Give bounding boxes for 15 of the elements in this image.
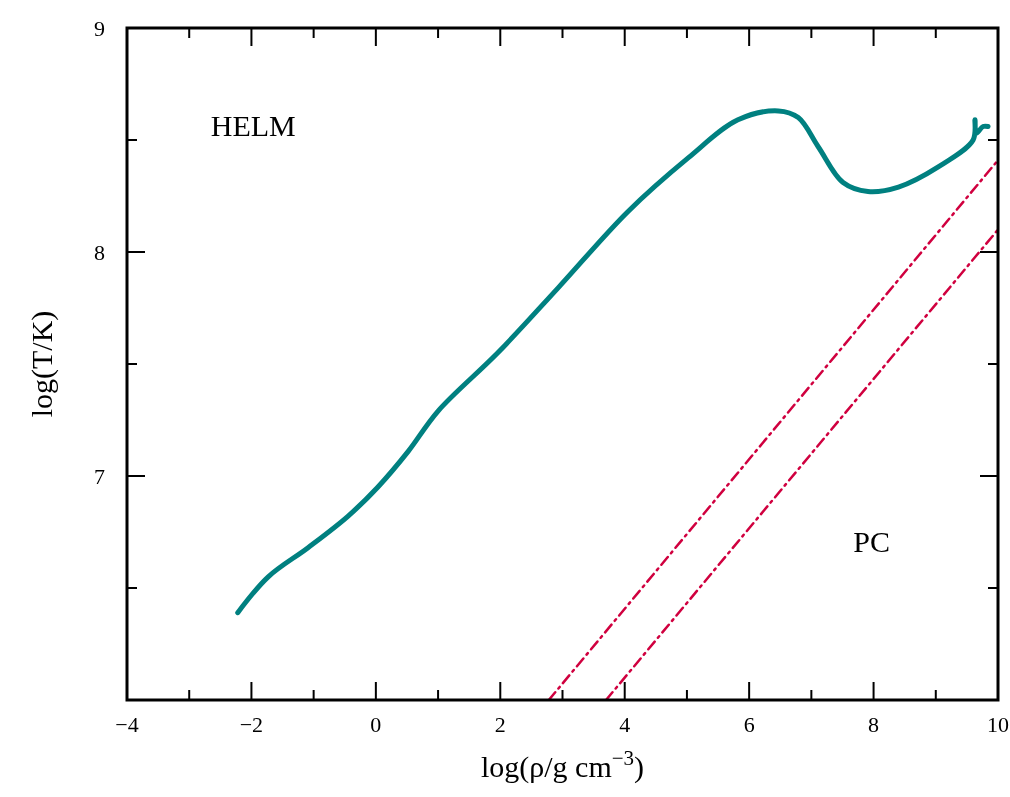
y-tick-label: 9 — [94, 16, 105, 41]
x-axis-title: log(ρ/g cm$^{−3}$) — [480, 746, 645, 784]
y-tick-label: 7 — [94, 464, 105, 489]
x-tick-label: −2 — [239, 712, 264, 737]
x-tick-label: 2 — [494, 712, 506, 737]
x-tick-label: 4 — [619, 712, 631, 737]
annotation: HELM — [210, 108, 296, 142]
x-tick-label: 0 — [370, 712, 382, 737]
x-tick-label: 10 — [987, 712, 1009, 737]
x-tick-label: −4 — [115, 712, 139, 737]
y-axis-title: log(T/K) — [25, 310, 59, 418]
y-tick-label: 8 — [94, 240, 105, 265]
x-tick-label: 8 — [868, 712, 880, 737]
x-tick-label: 6 — [743, 712, 755, 737]
annotation: PC — [853, 525, 891, 559]
